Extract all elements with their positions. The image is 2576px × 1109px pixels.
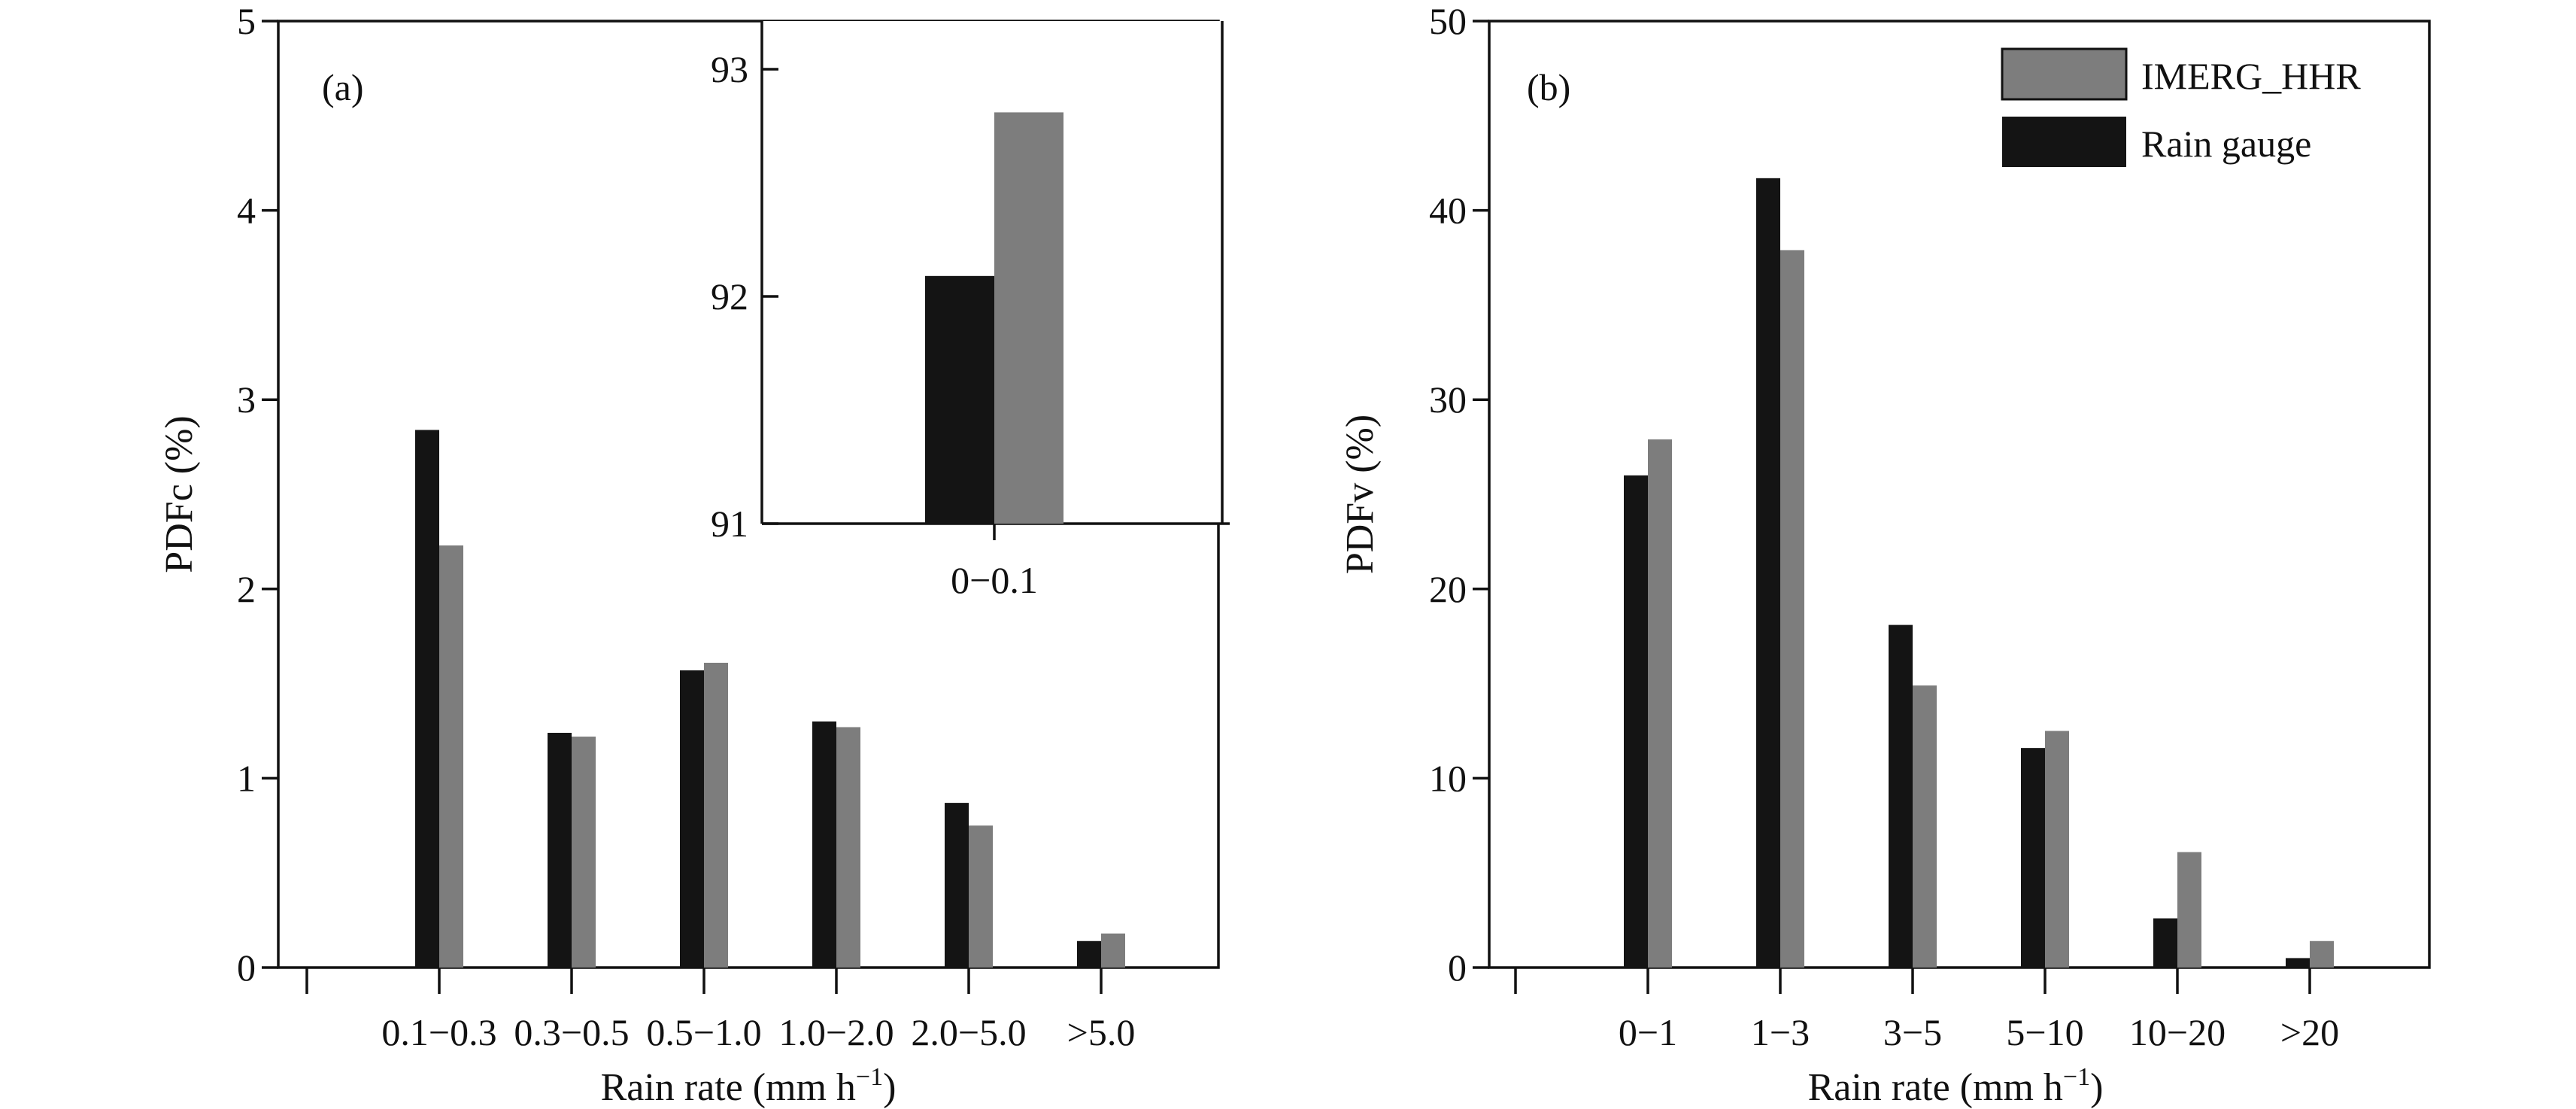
inset-bar-rain-gauge — [925, 275, 994, 524]
a-y-tick-label: 4 — [237, 190, 256, 232]
b-bar-imerg — [1780, 250, 1804, 968]
a-bar-rain-gauge — [1077, 940, 1101, 968]
panel-a-y-axis-title: PDFc (%) — [158, 415, 201, 573]
panel-a-y-axis: 0 1 2 3 4 5 — [237, 0, 278, 989]
a-x-tick-label: 0.5−1.0 — [646, 1011, 761, 1053]
b-x-tick-label: >20 — [2280, 1011, 2339, 1053]
panel-b-x-title-main: Rain rate (mm h — [1808, 1066, 2063, 1109]
b-x-tick-label: 5−10 — [2006, 1011, 2083, 1053]
b-x-tick-label: 10−20 — [2129, 1011, 2226, 1053]
inset-bar-imerg — [994, 112, 1063, 524]
b-y-tick-label: 30 — [1429, 378, 1467, 421]
panel-b-label: (b) — [1527, 66, 1570, 108]
b-bar-imerg — [2310, 940, 2334, 968]
a-y-tick-label: 5 — [237, 0, 256, 42]
a-x-tick-label: 1.0−2.0 — [778, 1011, 894, 1053]
b-bar-rain-gauge — [2153, 918, 2177, 968]
b-bar-rain-gauge — [2286, 958, 2310, 968]
a-bar-rain-gauge — [680, 670, 704, 968]
panel-b-y-axis-title: PDFv (%) — [1339, 415, 1382, 574]
b-x-tick-label: 3−5 — [1883, 1011, 1942, 1053]
panel-a-label: (a) — [322, 66, 364, 108]
panel-b-x-title-close: ) — [2090, 1066, 2103, 1109]
panel-b-chart: 0 10 20 30 40 50 0−1 1−3 3−5 5−10 10−20 >20 (b) PD… — [1339, 0, 2431, 1109]
inset-x-tick-label: 0−0.1 — [951, 559, 1038, 601]
panel-b-x-axis: 0−1 1−3 3−5 5−10 10−20 >20 — [1514, 968, 2339, 1053]
a-y-tick-label: 0 — [237, 946, 256, 989]
panel-b-frame — [1488, 20, 2431, 969]
panel-b-x-axis-title: Rain rate (mm h−1) — [1808, 1063, 2104, 1109]
a-x-tick-label: 0.3−0.5 — [514, 1011, 629, 1053]
a-y-tick-label: 2 — [237, 568, 256, 610]
panel-a-x-title-sup: −1 — [856, 1063, 883, 1091]
b-x-tick-label: 0−1 — [1619, 1011, 1677, 1053]
b-bar-imerg — [2045, 731, 2069, 968]
inset-x-axis: 0−0.1 — [951, 524, 1038, 601]
a-bar-imerg — [836, 727, 860, 968]
b-bar-imerg — [1648, 439, 1672, 968]
panel-a-x-axis-title: Rain rate (mm h−1) — [601, 1063, 897, 1109]
legend-label-imerg: IMERG_HHR — [2141, 55, 2361, 97]
b-bar-rain-gauge — [1624, 475, 1648, 968]
legend-swatch-rain-gauge — [2002, 117, 2126, 167]
a-bar-rain-gauge — [945, 803, 969, 968]
inset-y-tick-label: 92 — [711, 275, 748, 318]
a-y-tick-label: 3 — [237, 378, 256, 421]
panel-a-inset: 91 92 93 0−0.1 — [711, 21, 1230, 601]
a-bar-rain-gauge — [415, 430, 439, 968]
panel-b-y-axis: 0 10 20 30 40 50 — [1429, 0, 1489, 989]
b-x-tick-label: 1−3 — [1751, 1011, 1810, 1053]
panel-a-bars — [415, 430, 1125, 968]
b-bar-rain-gauge — [1756, 178, 1780, 968]
a-x-tick-label: >5.0 — [1067, 1011, 1136, 1053]
panel-b-x-title-sup: −1 — [2063, 1063, 2090, 1091]
legend-swatch-imerg — [2001, 47, 2128, 101]
panel-a-x-title-main: Rain rate (mm h — [601, 1066, 856, 1109]
a-bar-imerg — [1101, 933, 1125, 968]
legend-label-rain-gauge: Rain gauge — [2141, 123, 2311, 165]
panel-b-bars — [1624, 178, 2334, 968]
inset-y-tick-label: 91 — [711, 503, 748, 545]
a-bar-imerg — [439, 545, 463, 968]
b-bar-imerg — [1913, 685, 1937, 968]
panel-a-chart: 0 1 2 3 4 5 0.1−0.3 0.3−0.5 0.5−1.0 1.0−2.0 2.0−5… — [158, 0, 1230, 1109]
b-y-tick-label: 10 — [1429, 757, 1467, 799]
legend: IMERG_HHR Rain gauge — [2001, 47, 2361, 167]
a-bar-rain-gauge — [548, 733, 572, 968]
b-bar-imerg — [2177, 852, 2201, 968]
b-bar-rain-gauge — [2021, 748, 2045, 968]
inset-bars — [925, 112, 1063, 524]
b-y-tick-label: 50 — [1429, 0, 1467, 42]
a-bar-imerg — [572, 737, 596, 968]
a-bar-imerg — [704, 662, 728, 968]
a-x-tick-label: 2.0−5.0 — [911, 1011, 1026, 1053]
inset-y-axis: 91 92 93 — [711, 48, 778, 545]
a-x-tick-label: 0.1−0.3 — [381, 1011, 496, 1053]
b-y-tick-label: 40 — [1429, 190, 1467, 232]
b-y-tick-label: 20 — [1429, 568, 1467, 610]
a-y-tick-label: 1 — [237, 757, 256, 799]
panel-a-x-title-close: ) — [883, 1066, 896, 1109]
b-bar-rain-gauge — [1889, 624, 1913, 968]
panel-a-x-axis: 0.1−0.3 0.3−0.5 0.5−1.0 1.0−2.0 2.0−5.0 >5.0 — [305, 968, 1136, 1053]
a-bar-imerg — [969, 825, 993, 968]
b-y-tick-label: 0 — [1448, 946, 1467, 989]
inset-y-tick-label: 93 — [711, 48, 748, 90]
a-bar-rain-gauge — [812, 721, 836, 968]
